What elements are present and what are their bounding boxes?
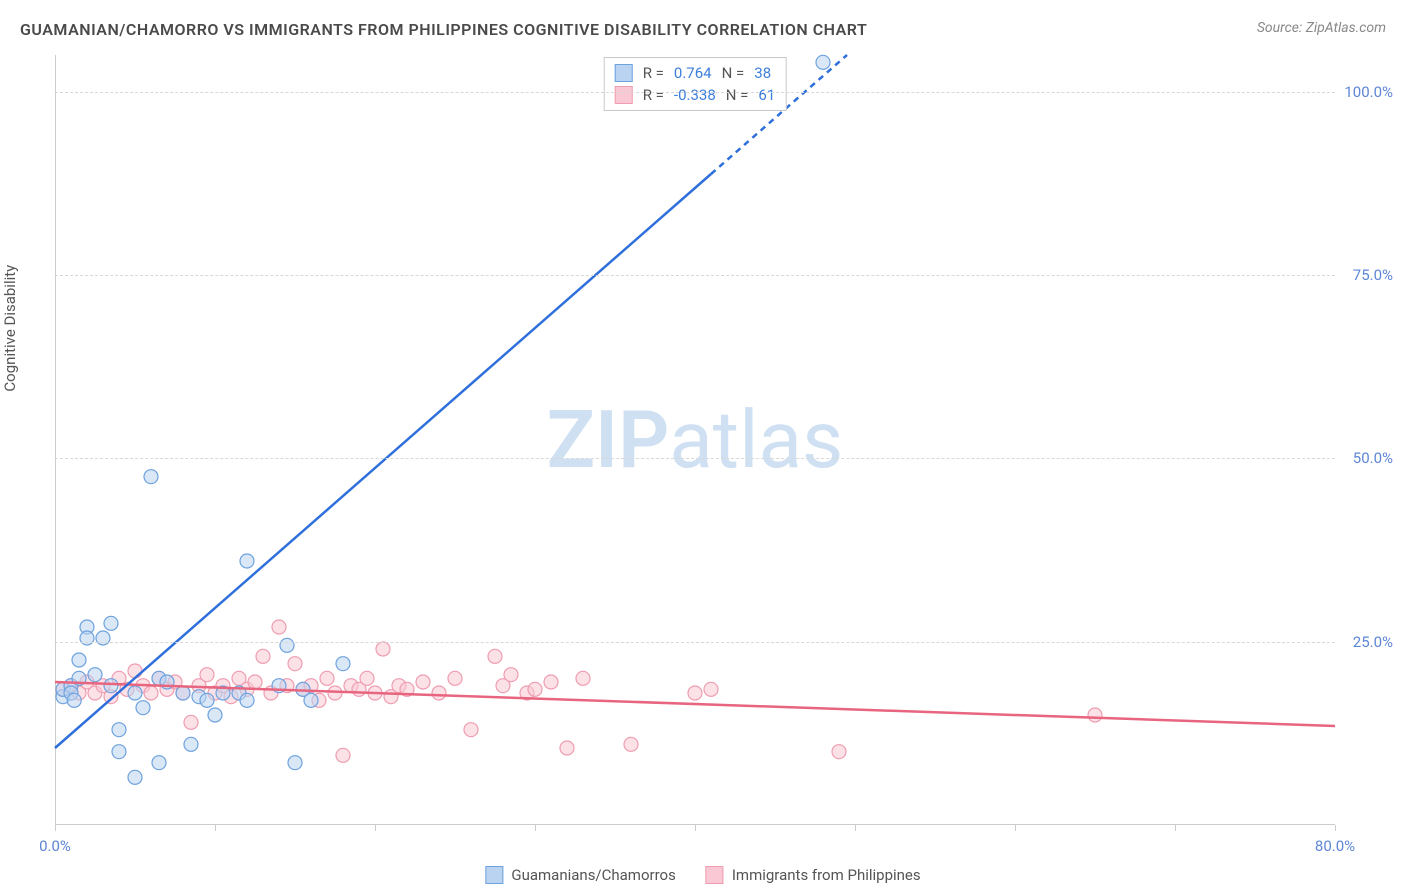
scatter-point [96,631,110,645]
scatter-point [816,55,830,69]
scatter-point [272,620,286,634]
scatter-point [416,675,430,689]
scatter-point [544,675,558,689]
bottom-legend: Guamanians/Chamorros Immigrants from Phi… [485,866,920,884]
legend-label-2: Immigrants from Philippines [732,866,921,884]
x-tick [695,825,696,831]
scatter-point [576,671,590,685]
chart-title: GUAMANIAN/CHAMORRO VS IMMIGRANTS FROM PH… [20,20,867,39]
x-tick [215,825,216,831]
scatter-point [72,653,86,667]
scatter-point [176,686,190,700]
scatter-point [528,682,542,696]
scatter-point [112,723,126,737]
scatter-point [104,616,118,630]
x-tick [1015,825,1016,831]
trend-line [55,174,711,748]
scatter-point [128,770,142,784]
scatter-point [200,668,214,682]
scatter-point [184,737,198,751]
y-tick-label: 100.0% [1344,83,1393,101]
stat1-n-label: N = [722,64,745,82]
legend-swatch-pink [706,866,724,884]
stat2-r-value: -0.338 [674,86,716,104]
plot-svg [55,55,1335,825]
scatter-point [88,668,102,682]
scatter-point [128,664,142,678]
x-tick-label: 80.0% [1315,837,1355,855]
scatter-point [624,737,638,751]
scatter-point [288,657,302,671]
stat-box: R = 0.764 N = 38 R = -0.338 N = 61 [604,57,787,111]
x-tick [535,825,536,831]
scatter-point [320,671,334,685]
scatter-point [240,554,254,568]
scatter-point [304,693,318,707]
scatter-point [152,756,166,770]
stat1-n-value: 38 [754,64,771,82]
scatter-point [256,649,270,663]
scatter-point [128,686,142,700]
plot-area: ZIPatlas R = 0.764 N = 38 R = -0.338 N =… [55,55,1335,825]
stat-row-1: R = 0.764 N = 38 [615,62,776,84]
scatter-point [432,686,446,700]
scatter-point [67,693,81,707]
scatter-point [144,686,158,700]
swatch-pink [615,86,633,104]
scatter-point [208,708,222,722]
grid-line [55,92,1335,93]
y-tick-label: 50.0% [1353,449,1393,467]
scatter-point [488,649,502,663]
grid-line [55,458,1335,459]
x-tick [1175,825,1176,831]
scatter-point [240,693,254,707]
stat2-r-label: R = [643,86,664,104]
swatch-blue [615,64,633,82]
legend-swatch-blue [485,866,503,884]
scatter-point [248,675,262,689]
grid-line [55,275,1335,276]
x-tick [1335,825,1336,831]
scatter-point [704,682,718,696]
scatter-point [832,745,846,759]
legend-item-2: Immigrants from Philippines [706,866,921,884]
x-tick-label: 0.0% [39,837,71,855]
scatter-point [376,642,390,656]
scatter-point [336,748,350,762]
scatter-point [184,715,198,729]
scatter-point [360,671,374,685]
scatter-point [104,679,118,693]
scatter-point [80,631,94,645]
stat2-n-value: 61 [758,86,775,104]
grid-line [55,642,1335,643]
stat1-r-label: R = [643,64,664,82]
x-tick [855,825,856,831]
y-tick-label: 75.0% [1353,266,1393,284]
y-axis-label: Cognitive Disability [1,265,19,392]
scatter-point [336,657,350,671]
x-tick [55,825,56,831]
stat-row-2: R = -0.338 N = 61 [615,84,776,106]
scatter-point [144,470,158,484]
y-tick-label: 25.0% [1353,633,1393,651]
x-tick [375,825,376,831]
scatter-point [448,671,462,685]
scatter-point [136,701,150,715]
legend-item-1: Guamanians/Chamorros [485,866,675,884]
scatter-point [560,741,574,755]
scatter-point [288,756,302,770]
scatter-point [280,638,294,652]
scatter-point [200,693,214,707]
source-label: Source: ZipAtlas.com [1257,20,1386,36]
scatter-point [504,668,518,682]
legend-label-1: Guamanians/Chamorros [511,866,675,884]
stat1-r-value: 0.764 [674,64,712,82]
scatter-point [464,723,478,737]
scatter-point [1088,708,1102,722]
scatter-point [688,686,702,700]
scatter-point [112,745,126,759]
stat2-n-label: N = [726,86,749,104]
